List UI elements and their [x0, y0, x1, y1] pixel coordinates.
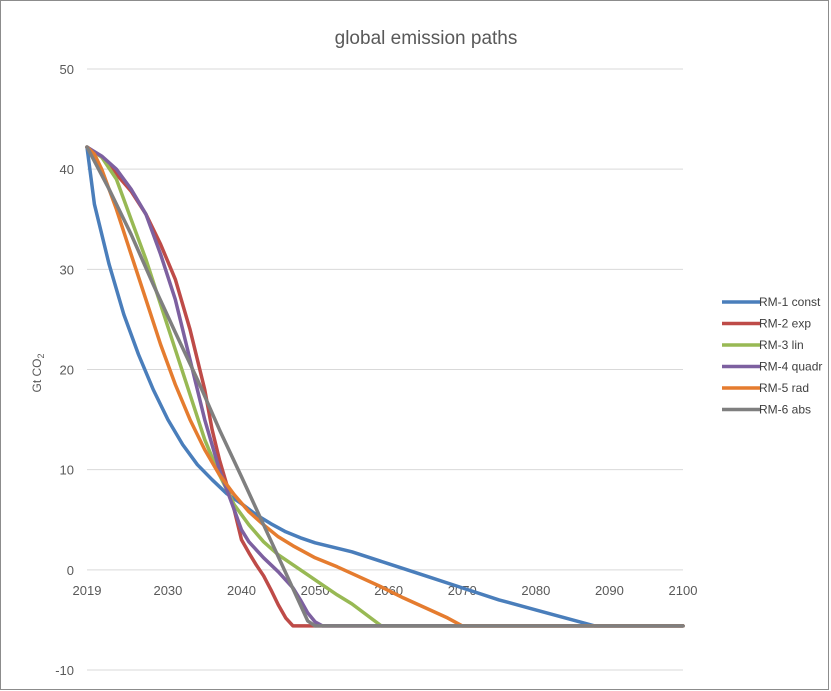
- x-tick-label: 2090: [595, 583, 624, 598]
- series-lines: [85, 145, 685, 628]
- y-tick-label: -10: [55, 663, 74, 678]
- x-tick-label: 2019: [73, 583, 102, 598]
- y-axis-label: Gt CO2: [30, 353, 46, 392]
- legend-label: RM-6 abs: [759, 403, 811, 417]
- y-tick-label: 20: [60, 363, 74, 378]
- gridlines: [87, 68, 683, 671]
- series-line-6: [85, 145, 685, 628]
- legend: RM-1 const RM-2 exp RM-3 lin RM-4 quadr RM-5…: [722, 295, 822, 417]
- series-line-1: [85, 145, 685, 628]
- x-tick-label: 2030: [153, 583, 182, 598]
- x-tick-label: 2040: [227, 583, 256, 598]
- chart-title: global emission paths: [335, 28, 518, 49]
- series-line-4: [85, 145, 685, 628]
- series-line-5: [85, 145, 685, 628]
- y-tick-label: 30: [60, 262, 74, 277]
- legend-label: RM-1 const: [759, 295, 821, 309]
- legend-label: RM-5 rad: [759, 381, 809, 395]
- legend-label: RM-2 exp: [759, 317, 811, 331]
- x-tick-label: 2100: [669, 583, 698, 598]
- y-tick-label: 50: [60, 62, 74, 77]
- y-tick-label: 40: [60, 162, 74, 177]
- y-tick-label: 0: [67, 563, 74, 578]
- y-axis-label-subscript: 2: [36, 353, 46, 358]
- legend-label: RM-3 lin: [759, 338, 804, 352]
- series-line-3: [85, 145, 685, 628]
- x-tick-label: 2080: [521, 583, 550, 598]
- y-tick-label: 10: [60, 463, 74, 478]
- y-axis-label-main: Gt CO: [30, 359, 44, 393]
- y-axis-ticks: -10 0 10 20 30 40 50: [55, 62, 74, 678]
- legend-label: RM-4 quadr: [759, 360, 822, 374]
